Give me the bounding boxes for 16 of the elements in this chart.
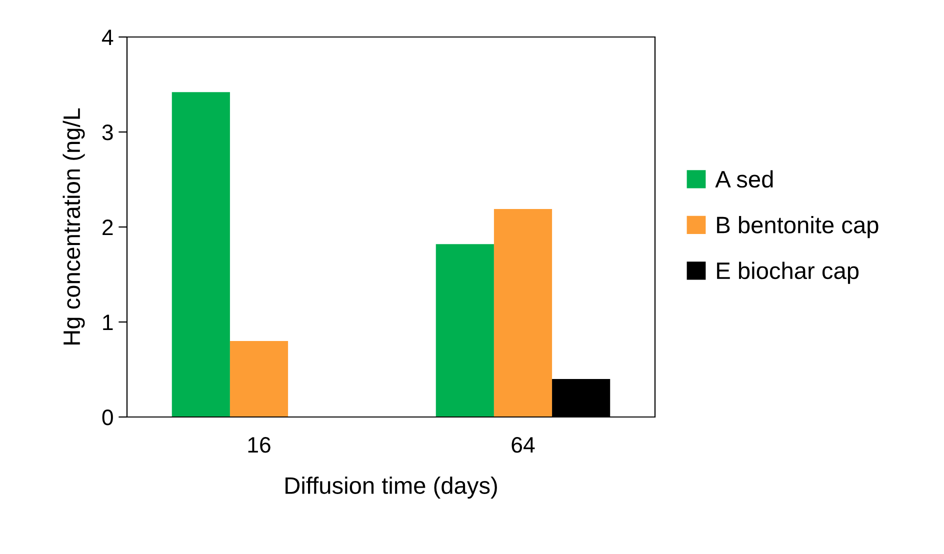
y-axis-title: Hg concentration (ng/L [62, 108, 85, 344]
x-tick-label: 16 [248, 437, 270, 453]
x-axis-title: Diffusion time (days) [286, 476, 497, 499]
y-tick-label: 4 [102, 30, 114, 46]
y-tick-label: 3 [102, 124, 113, 140]
bar [494, 208, 552, 417]
x-tick-label: 64 [512, 437, 535, 453]
y-tick-label: 2 [102, 220, 113, 236]
y-tick-label: 0 [102, 410, 113, 426]
legend-label: E biochar cap [717, 262, 859, 284]
bar [230, 341, 288, 417]
legend-label: A sed [715, 170, 773, 188]
legend-label: B bentonite cap [717, 216, 878, 238]
bar [436, 244, 494, 417]
y-tick-label: 1 [103, 314, 113, 330]
bar [172, 92, 230, 417]
